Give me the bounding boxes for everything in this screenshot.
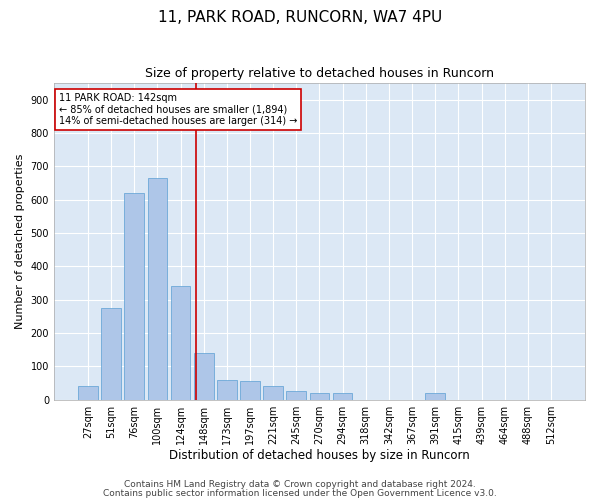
Bar [170, 286, 190, 400]
Bar [194, 353, 214, 400]
X-axis label: Distribution of detached houses by size in Runcorn: Distribution of detached houses by size … [169, 450, 470, 462]
Text: 11 PARK ROAD: 142sqm
← 85% of detached houses are smaller (1,894)
14% of semi-de: 11 PARK ROAD: 142sqm ← 85% of detached h… [59, 92, 298, 126]
Text: 11, PARK ROAD, RUNCORN, WA7 4PU: 11, PARK ROAD, RUNCORN, WA7 4PU [158, 10, 442, 25]
Bar [263, 386, 283, 400]
Bar [240, 382, 260, 400]
Bar [148, 178, 167, 400]
Bar [286, 392, 306, 400]
Text: Contains public sector information licensed under the Open Government Licence v3: Contains public sector information licen… [103, 488, 497, 498]
Bar [101, 308, 121, 400]
Bar [310, 393, 329, 400]
Bar [425, 393, 445, 400]
Bar [217, 380, 236, 400]
Text: Contains HM Land Registry data © Crown copyright and database right 2024.: Contains HM Land Registry data © Crown c… [124, 480, 476, 489]
Bar [124, 193, 144, 400]
Y-axis label: Number of detached properties: Number of detached properties [15, 154, 25, 329]
Title: Size of property relative to detached houses in Runcorn: Size of property relative to detached ho… [145, 68, 494, 80]
Bar [78, 386, 98, 400]
Bar [333, 393, 352, 400]
